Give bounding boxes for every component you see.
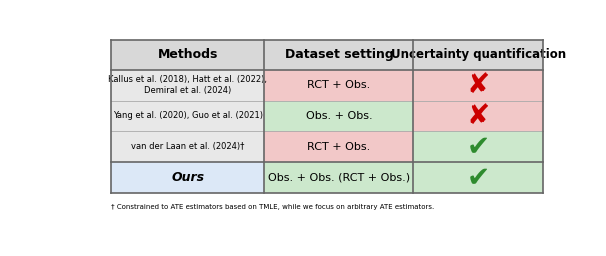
Bar [264,132,413,162]
Text: Obs. + Obs.: Obs. + Obs. [305,111,372,121]
Bar [111,40,264,70]
Text: ✘: ✘ [467,102,490,130]
Bar [413,101,543,132]
Text: Obs. + Obs. (RCT + Obs.): Obs. + Obs. (RCT + Obs.) [268,173,410,183]
Text: Kallus et al. (2018), Hatt et al. (2022),
Demiral et al. (2024): Kallus et al. (2018), Hatt et al. (2022)… [108,75,267,95]
Text: Ours: Ours [171,171,204,184]
Text: ✘: ✘ [467,71,490,99]
Text: ✔: ✔ [467,133,490,161]
Bar [264,70,413,101]
Bar [111,162,264,193]
Bar [264,40,413,70]
Bar [111,132,264,162]
Bar [264,162,413,193]
Text: van der Laan et al. (2024)†: van der Laan et al. (2024)† [131,142,244,152]
Text: Dataset setting: Dataset setting [285,48,393,61]
Text: † Constrained to ATE estimators based on TMLE, while we focus on arbitrary ATE e: † Constrained to ATE estimators based on… [111,204,435,210]
Bar [111,101,264,132]
Text: Yang et al. (2020), Guo et al. (2021): Yang et al. (2020), Guo et al. (2021) [113,111,262,121]
Bar [264,101,413,132]
Bar [111,70,264,101]
Bar [413,132,543,162]
Text: Uncertainty quantification: Uncertainty quantification [391,48,566,61]
Bar [413,40,543,70]
Text: RCT + Obs.: RCT + Obs. [307,80,370,90]
Text: ✔: ✔ [467,164,490,192]
Text: Methods: Methods [158,48,218,61]
Bar [413,70,543,101]
Text: RCT + Obs.: RCT + Obs. [307,142,370,152]
Bar [413,162,543,193]
